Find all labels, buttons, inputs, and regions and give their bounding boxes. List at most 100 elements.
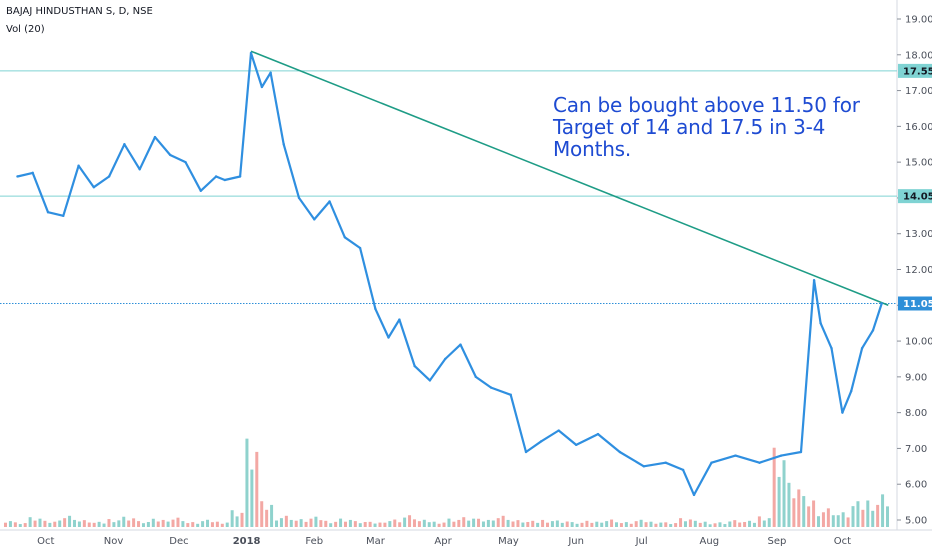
volume-bar — [821, 512, 825, 527]
price-point — [871, 329, 875, 332]
volume-bar — [683, 521, 687, 527]
volume-bar — [580, 522, 584, 527]
volume-bar — [876, 504, 880, 527]
price-point — [123, 143, 126, 146]
volume-bar — [792, 498, 796, 527]
volume-bar — [472, 518, 476, 527]
volume-bar — [782, 460, 786, 527]
price-point — [459, 343, 462, 346]
x-tick-label: Sep — [768, 536, 787, 547]
volume-bar — [531, 520, 535, 527]
volume-bar — [18, 524, 22, 527]
volume-bar — [846, 517, 850, 527]
volume-bar — [733, 520, 737, 527]
volume-bar — [13, 522, 17, 527]
volume-bar — [437, 523, 441, 527]
volume-bar — [565, 521, 569, 527]
volume-bar — [58, 520, 62, 527]
y-tick-label: 19.00 — [905, 15, 932, 26]
volume-bar — [767, 518, 771, 527]
level-price-label: 14.05 — [903, 192, 932, 203]
volume-bar — [146, 521, 150, 527]
volume-bar — [196, 523, 200, 527]
price-point — [758, 461, 761, 464]
volume-bar — [220, 523, 224, 527]
y-tick-label: 12.00 — [905, 265, 932, 276]
trend-line[interactable] — [250, 50, 889, 307]
volume-bar — [191, 522, 195, 527]
volume-bar — [112, 522, 116, 527]
volume-bar — [358, 523, 362, 527]
volume-bar — [63, 518, 67, 527]
volume-bar — [674, 523, 678, 527]
volume-bar — [546, 522, 550, 527]
price-point — [524, 450, 528, 454]
price-point — [444, 357, 447, 361]
price-point — [428, 379, 432, 382]
volume-bar — [279, 518, 283, 527]
volume-bar — [649, 521, 653, 527]
price-point — [681, 468, 685, 472]
y-tick-label: 13.00 — [905, 229, 932, 240]
volume-bar — [33, 520, 37, 527]
volume-bar — [235, 516, 239, 527]
y-tick-label: 6.00 — [905, 480, 927, 491]
x-tick-label: Dec — [169, 536, 188, 547]
price-point — [398, 318, 401, 321]
volume-bar — [693, 520, 697, 527]
volume-bar — [886, 506, 889, 527]
volume-bar — [856, 501, 860, 527]
volume-bar — [156, 521, 160, 527]
volume-bar — [72, 519, 76, 527]
x-tick-label: May — [498, 536, 519, 547]
price-point — [153, 135, 157, 139]
price-point — [509, 393, 512, 396]
volume-bar — [452, 521, 456, 527]
volume-bar — [225, 522, 229, 527]
price-point — [343, 236, 347, 239]
volume-legend[interactable]: Vol (20) — [6, 24, 45, 35]
y-tick-label: 15.00 — [905, 158, 932, 169]
x-tick-label: Nov — [104, 536, 124, 547]
volume-bar — [87, 522, 91, 527]
volume-bar — [550, 521, 554, 527]
volume-bar — [516, 520, 520, 527]
x-tick-label: Aug — [700, 536, 720, 547]
volume-bar — [92, 522, 96, 527]
y-tick-label: 5.00 — [905, 516, 927, 527]
price-point — [830, 347, 833, 350]
level-price-tag — [898, 296, 932, 311]
volume-bar — [422, 519, 426, 527]
volume-bar — [713, 523, 717, 527]
volume-bar — [53, 521, 57, 527]
price-point — [77, 164, 80, 167]
price-point — [574, 443, 578, 447]
volume-bar — [289, 519, 293, 527]
volume-bar — [752, 522, 756, 527]
price-point — [596, 432, 600, 436]
price-point — [799, 450, 803, 454]
volume-bar — [644, 522, 648, 527]
x-tick-label: Oct — [37, 536, 54, 547]
volume-bar — [206, 519, 210, 527]
volume-bar — [270, 504, 274, 527]
x-tick-label: Feb — [305, 536, 323, 547]
volume-bar — [309, 518, 313, 527]
symbol-legend[interactable]: BAJAJ HINDUSTHAN S, D, NSE — [6, 6, 153, 17]
volume-bar — [299, 519, 303, 527]
level-price-tag — [898, 63, 932, 78]
volume-bar — [718, 522, 722, 527]
volume-bar — [38, 518, 42, 527]
volume-bar — [496, 518, 500, 527]
volume-bar — [319, 520, 323, 527]
volume-bar — [477, 518, 481, 527]
volume-bar — [614, 522, 618, 527]
volume-bar — [861, 509, 865, 527]
volume-bar — [255, 451, 259, 527]
price-series-line[interactable] — [17, 51, 883, 496]
volume-bar — [738, 522, 742, 527]
volume-bar — [4, 522, 7, 527]
volume-bar — [102, 523, 106, 527]
volume-bar — [703, 521, 707, 527]
